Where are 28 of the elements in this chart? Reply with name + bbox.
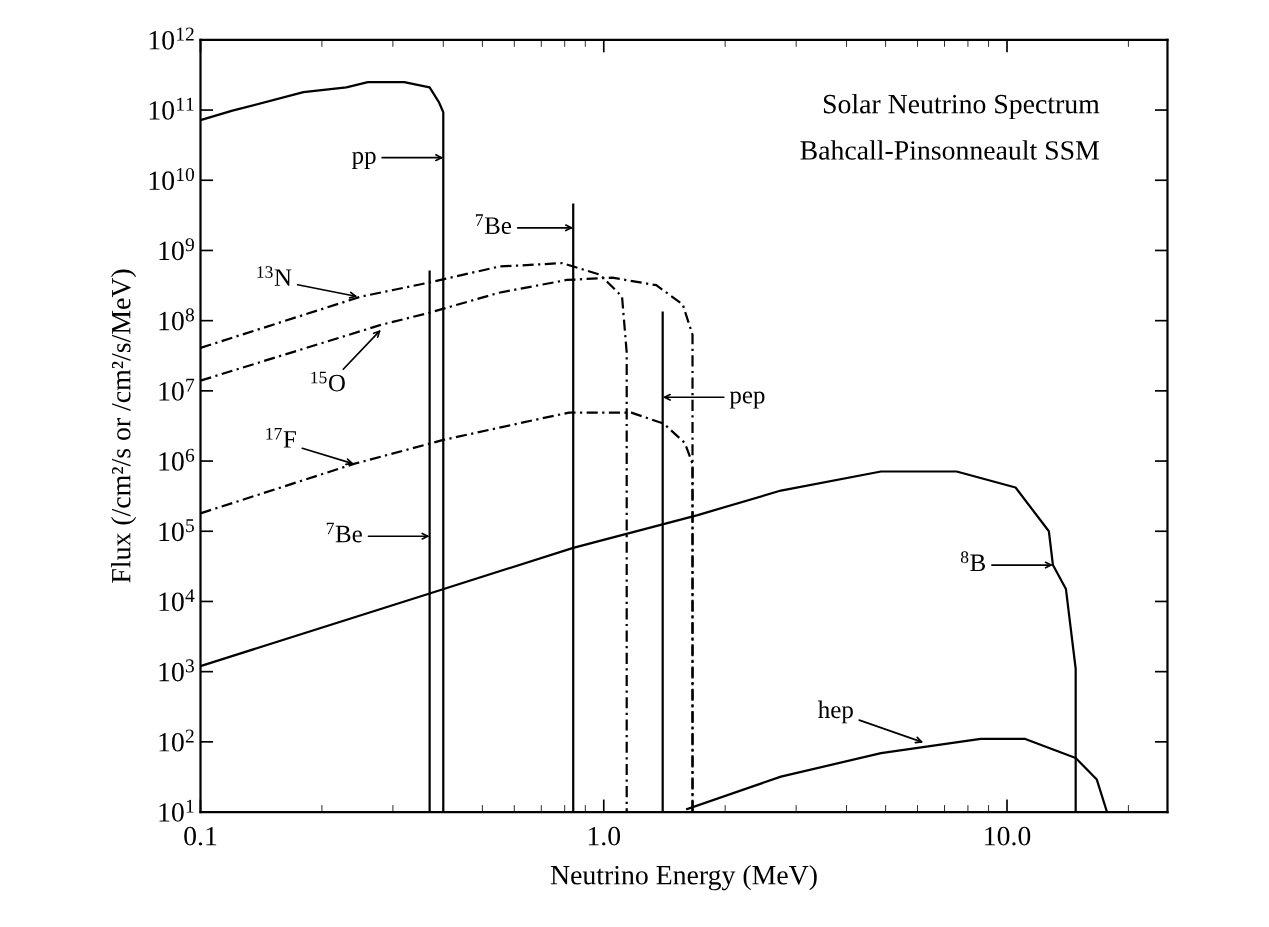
y-tick-label: 10$^{10}$ [149, 167, 195, 191]
annotation: $^{15}$O [311, 371, 345, 392]
annotation: hep [817, 700, 853, 724]
x-tick-label: 10.0 [985, 826, 1031, 846]
annotation: pep [729, 391, 765, 409]
annotation: $^{7}$Be [475, 214, 512, 235]
y-axis-title: Flux (/cm²/s or /cm²/s/MeV) [111, 269, 137, 583]
x-axis-title: Neutrino Energy (MeV) [550, 865, 817, 891]
y-tick-label: 10$^{12}$ [149, 27, 194, 50]
y-tick-label: 10$^{7}$ [159, 378, 195, 401]
annotation: $^{13}$N [257, 266, 292, 286]
y-tick-label: 10$^{2}$ [159, 729, 194, 752]
y-tick-label: 10$^{5}$ [159, 519, 194, 542]
annotation: $^{8}$B [960, 551, 986, 572]
annotation: $^{17}$F [266, 427, 296, 448]
y-tick-label: 10$^{3}$ [159, 659, 194, 682]
text: Bahcall-Pinsonneault SSM [800, 140, 1099, 160]
y-tick-label: 10$^{1}$ [159, 799, 194, 822]
y-tick-label: 10$^{9}$ [159, 238, 194, 261]
y-tick-label: 10$^{11}$ [149, 97, 194, 120]
x-tick-label: 1.0 [588, 826, 621, 846]
y-tick-label: 10$^{8}$ [159, 308, 195, 331]
x-tick-label: 0.1 [184, 826, 217, 846]
y-tick-label: 10$^{6}$ [159, 448, 195, 471]
annotation: $^{7}$Be [326, 522, 362, 543]
y-tick-label: 10$^{4}$ [159, 589, 195, 612]
annotation: pp [352, 151, 376, 169]
text: Solar Neutrino Spectrum [823, 93, 1100, 120]
